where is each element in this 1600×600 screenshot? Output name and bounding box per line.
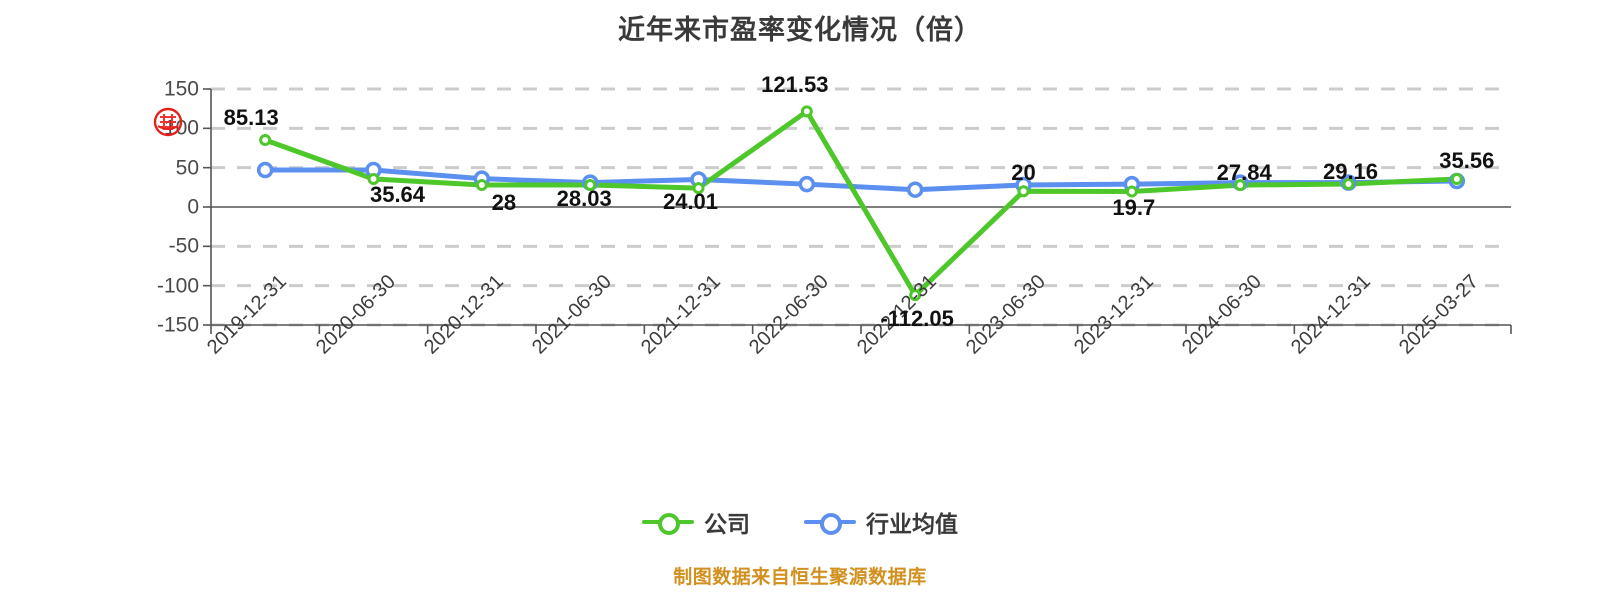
data-point [1125, 185, 1138, 198]
y-tick-label: 50 [175, 156, 199, 180]
red-seal-watermark-icon [152, 106, 184, 138]
legend-item-industry[interactable]: 行业均值 [804, 505, 958, 539]
legend-marker-icon [804, 511, 856, 535]
data-point [692, 182, 705, 195]
legend-label: 公司 [704, 511, 750, 537]
data-point [1342, 178, 1355, 191]
chart-legend: 公司 行业均值 [0, 505, 1600, 539]
chart-title: 近年来市盈率变化情况（倍） [618, 15, 982, 45]
data-point [1017, 185, 1030, 198]
footer-data-source-note: 制图数据来自恒生聚源数据库 [673, 567, 927, 588]
legend-marker-icon [642, 511, 694, 535]
plot-area [203, 87, 1512, 334]
data-point [906, 181, 924, 198]
data-point [367, 172, 380, 185]
data-point [1450, 173, 1463, 186]
data-point [800, 105, 813, 118]
series-line-company [262, 108, 1460, 298]
data-point [256, 161, 274, 179]
data-point [798, 175, 816, 193]
y-tick-label: 0 [187, 195, 199, 219]
data-point [1234, 179, 1247, 192]
y-tick-label: -150 [156, 313, 199, 337]
y-tick-label: 150 [163, 77, 199, 101]
plot-svg [203, 87, 1512, 334]
data-point [475, 178, 488, 191]
legend-label: 行业均值 [866, 511, 958, 537]
y-tick-label: -50 [168, 234, 199, 258]
y-tick-label: -100 [156, 274, 199, 298]
data-point [584, 178, 597, 191]
data-point [259, 134, 272, 147]
legend-item-company[interactable]: 公司 [642, 505, 750, 539]
data-point [909, 289, 922, 302]
